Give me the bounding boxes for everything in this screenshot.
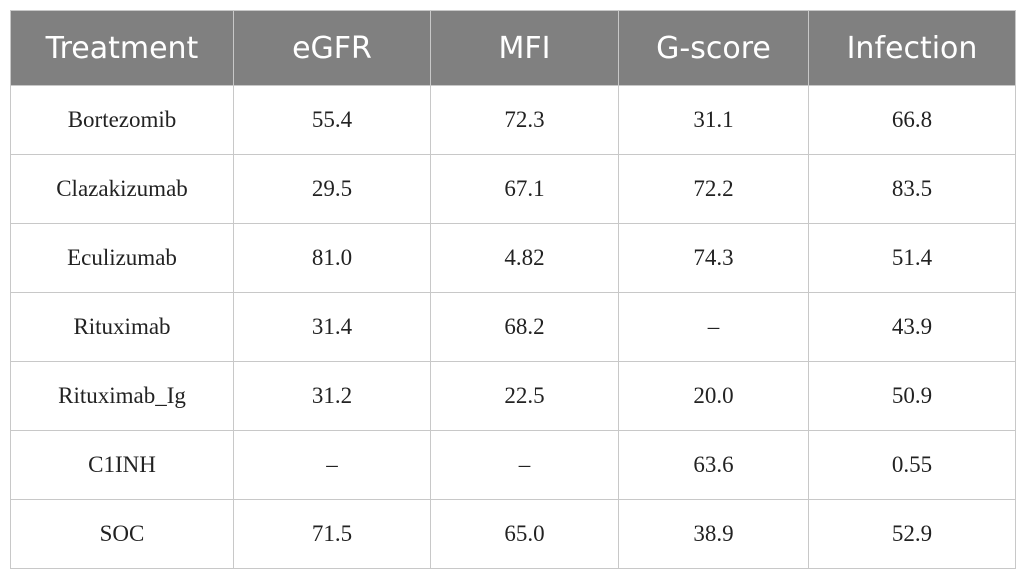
- value-cell: 63.6: [618, 430, 809, 500]
- treatment-cell: SOC: [10, 499, 234, 569]
- table-header: Treatment eGFR MFI G-score Infection: [10, 10, 1016, 86]
- table-row: Eculizumab 81.0 4.82 74.3 51.4: [10, 223, 1016, 293]
- value-cell: 74.3: [618, 223, 809, 293]
- value-cell: 50.9: [808, 361, 1016, 431]
- table-row: Bortezomib 55.4 72.3 31.1 66.8: [10, 85, 1016, 155]
- table-row: SOC 71.5 65.0 38.9 52.9: [10, 499, 1016, 569]
- value-cell: 52.9: [808, 499, 1016, 569]
- value-cell: 4.82: [430, 223, 619, 293]
- treatment-cell: Eculizumab: [10, 223, 234, 293]
- table-row: Clazakizumab 29.5 67.1 72.2 83.5: [10, 154, 1016, 224]
- table-body: Bortezomib 55.4 72.3 31.1 66.8 Clazakizumab 29…: [10, 85, 1016, 569]
- value-cell: 81.0: [233, 223, 431, 293]
- table-row: Rituximab_Ig 31.2 22.5 20.0 50.9: [10, 361, 1016, 431]
- header-cell: Infection: [808, 10, 1016, 86]
- treatment-cell: Rituximab_Ig: [10, 361, 234, 431]
- value-cell: 31.1: [618, 85, 809, 155]
- header-cell: Treatment: [10, 10, 234, 86]
- value-cell: 72.3: [430, 85, 619, 155]
- value-cell: –: [233, 430, 431, 500]
- header-cell: eGFR: [233, 10, 431, 86]
- header-cell: G-score: [618, 10, 809, 86]
- value-cell: 66.8: [808, 85, 1016, 155]
- treatment-cell: Rituximab: [10, 292, 234, 362]
- value-cell: 31.2: [233, 361, 431, 431]
- value-cell: –: [430, 430, 619, 500]
- value-cell: 55.4: [233, 85, 431, 155]
- value-cell: 72.2: [618, 154, 809, 224]
- treatment-cell: C1INH: [10, 430, 234, 500]
- value-cell: 0.55: [808, 430, 1016, 500]
- value-cell: 38.9: [618, 499, 809, 569]
- value-cell: 83.5: [808, 154, 1016, 224]
- value-cell: 43.9: [808, 292, 1016, 362]
- value-cell: 31.4: [233, 292, 431, 362]
- header-cell: MFI: [430, 10, 619, 86]
- value-cell: –: [618, 292, 809, 362]
- value-cell: 65.0: [430, 499, 619, 569]
- value-cell: 20.0: [618, 361, 809, 431]
- value-cell: 67.1: [430, 154, 619, 224]
- treatment-cell: Bortezomib: [10, 85, 234, 155]
- header-row: Treatment eGFR MFI G-score Infection: [10, 10, 1016, 86]
- value-cell: 71.5: [233, 499, 431, 569]
- value-cell: 51.4: [808, 223, 1016, 293]
- value-cell: 22.5: [430, 361, 619, 431]
- table-row: C1INH – –63.6 0.55: [10, 430, 1016, 500]
- table-row: Rituximab 31.4 68.2–43.9: [10, 292, 1016, 362]
- value-cell: 68.2: [430, 292, 619, 362]
- data-table: Treatment eGFR MFI G-score Infection Bortezo…: [10, 10, 1016, 569]
- value-cell: 29.5: [233, 154, 431, 224]
- treatment-cell: Clazakizumab: [10, 154, 234, 224]
